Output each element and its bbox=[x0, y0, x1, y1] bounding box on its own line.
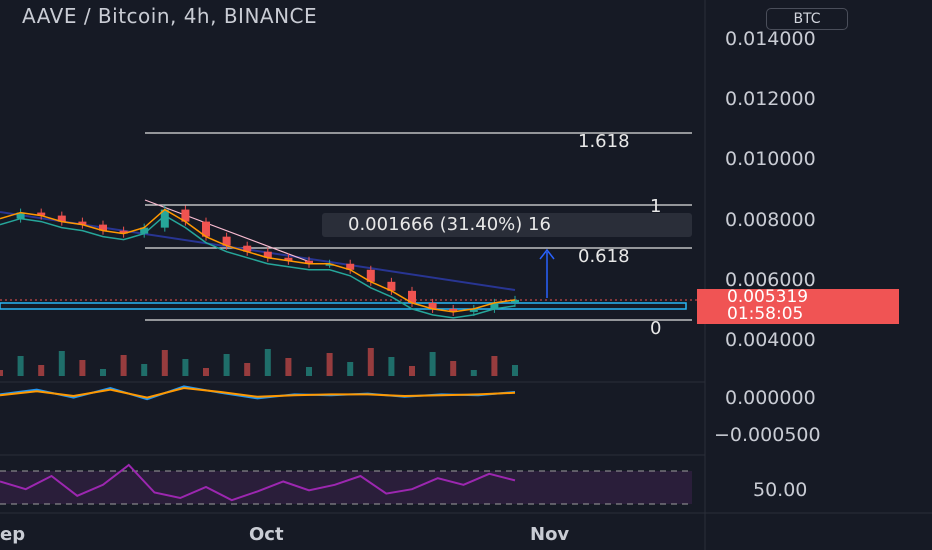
candle bbox=[305, 260, 313, 264]
volume-bar bbox=[120, 355, 127, 376]
candle bbox=[469, 308, 478, 312]
candle bbox=[325, 263, 334, 266]
candle bbox=[263, 251, 272, 258]
volume-bar bbox=[388, 357, 395, 376]
signal-line bbox=[0, 386, 516, 399]
candle bbox=[243, 245, 252, 252]
volume-bar bbox=[0, 370, 3, 376]
candle bbox=[490, 302, 499, 309]
price-tick-label: 0.014000 bbox=[725, 28, 816, 50]
chart-title: AAVE / Bitcoin, 4h, BINANCE bbox=[22, 4, 318, 28]
volume-bar bbox=[244, 363, 251, 376]
support-zone bbox=[0, 302, 687, 310]
last-price-value: 0.005319 bbox=[727, 287, 809, 307]
fib-anchor-line bbox=[144, 199, 311, 263]
candle bbox=[140, 227, 149, 234]
price-tick-label: 0.006000 bbox=[725, 269, 816, 291]
bar-countdown: 01:58:05 bbox=[727, 304, 804, 324]
ma-line bbox=[0, 208, 516, 313]
volume-bar bbox=[141, 364, 148, 376]
candle bbox=[78, 221, 87, 225]
volume-bar bbox=[161, 350, 168, 376]
measure-text: 0.001666 (31.40%) 16 bbox=[348, 214, 551, 235]
candle bbox=[511, 299, 519, 303]
fib-level-label: 0 bbox=[650, 318, 662, 339]
volume-bar bbox=[470, 370, 477, 376]
measure-tooltip: 0.001666 (31.40%) 16 bbox=[322, 213, 692, 237]
volume-bar bbox=[100, 369, 106, 376]
candle bbox=[449, 308, 458, 312]
volume-bar bbox=[285, 358, 292, 376]
currency-button[interactable]: BTC bbox=[766, 8, 848, 30]
last-price-badge: 0.005319 01:58:05 bbox=[697, 289, 899, 324]
rsi-band bbox=[0, 471, 692, 504]
volume-bar bbox=[182, 359, 189, 376]
volume-bar bbox=[38, 365, 45, 376]
candle bbox=[119, 230, 128, 234]
price-tick-label: 0.010000 bbox=[725, 148, 816, 170]
volume-bar bbox=[326, 353, 333, 376]
candle bbox=[284, 257, 293, 261]
time-tick-label: Nov bbox=[530, 524, 570, 545]
time-tick-label: Oct bbox=[249, 524, 284, 545]
volume-bar bbox=[79, 360, 86, 376]
price-tick-label: 0.004000 bbox=[725, 329, 816, 351]
candle bbox=[16, 212, 25, 219]
volume-bar bbox=[450, 361, 457, 376]
candle bbox=[346, 263, 355, 270]
measure-arrowhead bbox=[539, 248, 555, 260]
candle bbox=[387, 281, 396, 291]
candle bbox=[202, 221, 210, 237]
rsi-tick-label: 50.00 bbox=[753, 479, 808, 501]
candle bbox=[99, 224, 107, 231]
time-tick-label: ep bbox=[0, 524, 26, 545]
candle bbox=[222, 236, 231, 246]
volume-bar bbox=[367, 348, 374, 376]
price-tick-label: 0.012000 bbox=[725, 88, 816, 110]
volume-bar bbox=[264, 349, 271, 376]
macd-tick-label: 0.000000 bbox=[725, 387, 816, 409]
macd-tick-label: −0.000500 bbox=[714, 424, 821, 446]
rsi-line bbox=[0, 463, 516, 502]
volume-bar bbox=[409, 366, 415, 376]
volume-bar bbox=[17, 356, 24, 376]
fib-level-label: 1 bbox=[650, 196, 662, 217]
candle bbox=[37, 212, 46, 216]
candle bbox=[160, 209, 169, 228]
volume-bar bbox=[58, 351, 65, 376]
candle bbox=[408, 290, 416, 303]
candle bbox=[181, 209, 190, 222]
volume-bar bbox=[429, 352, 436, 376]
ma-line-slow bbox=[0, 214, 516, 319]
volume-bar bbox=[306, 367, 312, 376]
price-tick-label: 0.008000 bbox=[725, 209, 816, 231]
volume-bar bbox=[491, 356, 498, 376]
fib-level-label: 1.618 bbox=[578, 131, 630, 152]
candle bbox=[428, 302, 437, 309]
candle bbox=[57, 215, 66, 222]
candle bbox=[366, 269, 375, 282]
volume-bar bbox=[223, 354, 230, 376]
fib-level-label: 0.618 bbox=[578, 246, 630, 267]
volume-bar bbox=[512, 365, 518, 376]
volume-bar bbox=[203, 368, 209, 376]
volume-bar bbox=[347, 362, 354, 376]
